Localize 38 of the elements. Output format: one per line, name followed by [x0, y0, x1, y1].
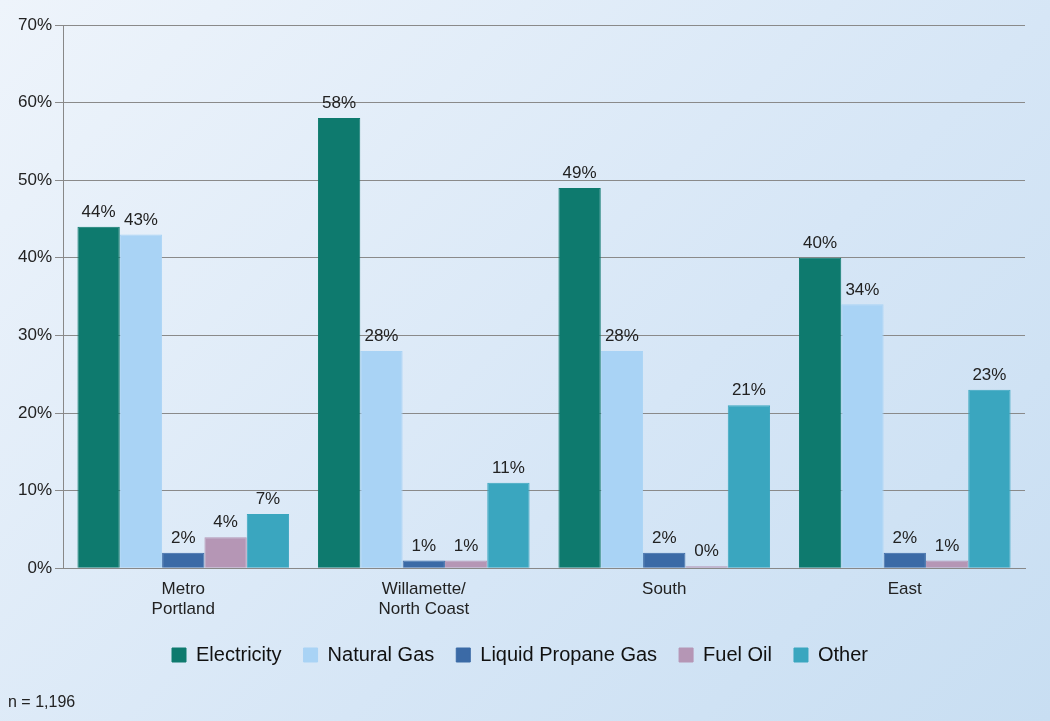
data-label: 1%: [411, 535, 437, 555]
data-label: 2%: [170, 527, 196, 547]
data-label: 2%: [651, 527, 677, 547]
text: n = 1,196: [8, 693, 76, 711]
x-tick-label: South: [642, 579, 687, 599]
data-label: 4%: [213, 512, 238, 532]
y-tick-label: 60%: [17, 92, 53, 112]
legend-label: Electricity: [196, 642, 282, 665]
x-tick-label: East: [887, 579, 923, 599]
legend-label: Natural Gas: [327, 642, 435, 665]
legend-label: Other: [817, 642, 869, 665]
data-label: 43%: [123, 209, 158, 229]
y-tick-label: 70%: [17, 14, 53, 34]
y-tick-label: 50%: [17, 169, 53, 189]
data-label: 1%: [934, 535, 960, 555]
data-label: 0%: [694, 541, 719, 561]
y-tick-label: 10%: [17, 480, 53, 500]
y-tick-label: 40%: [17, 247, 53, 267]
data-label: 28%: [604, 326, 639, 346]
data-label: 11%: [492, 458, 525, 478]
data-label: 34%: [845, 279, 880, 299]
data-label: 49%: [562, 163, 597, 183]
data-label: 28%: [364, 326, 399, 346]
y-tick-label: 20%: [17, 402, 53, 422]
legend-label: Liquid Propane Gas: [480, 642, 658, 665]
data-label: 58%: [322, 93, 357, 113]
data-label: 40%: [803, 232, 838, 252]
y-tick-label: 30%: [17, 325, 53, 345]
x-tick-label: Metro Portland: [151, 579, 215, 619]
y-tick-label: 0%: [27, 557, 53, 577]
data-label: 21%: [731, 380, 766, 400]
x-tick-label: Willamette/ North Coast: [378, 579, 470, 619]
data-label: 2%: [892, 527, 918, 547]
data-label: 44%: [81, 201, 116, 221]
legend-label: Fuel Oil: [703, 642, 772, 665]
data-label: 23%: [972, 364, 1007, 384]
data-label: 1%: [453, 535, 479, 555]
data-label: 7%: [255, 489, 281, 509]
